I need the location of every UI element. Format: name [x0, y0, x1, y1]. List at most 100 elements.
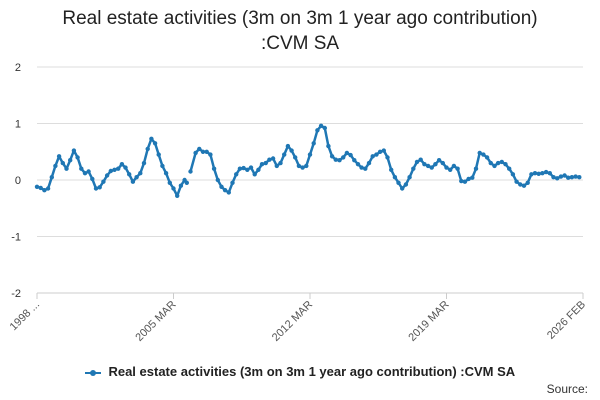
data-point[interactable]: [370, 154, 375, 159]
data-point[interactable]: [315, 128, 320, 133]
data-point[interactable]: [551, 175, 556, 180]
data-point[interactable]: [492, 163, 497, 169]
data-point[interactable]: [518, 182, 523, 187]
data-point[interactable]: [389, 167, 394, 172]
data-point[interactable]: [160, 163, 165, 169]
data-point[interactable]: [108, 168, 114, 174]
data-point[interactable]: [71, 148, 77, 153]
data-point[interactable]: [558, 174, 564, 179]
data-point[interactable]: [514, 179, 519, 184]
data-point[interactable]: [219, 184, 224, 189]
data-point[interactable]: [507, 166, 512, 171]
data-point[interactable]: [215, 177, 220, 183]
data-point[interactable]: [184, 180, 189, 185]
data-point[interactable]: [333, 157, 338, 162]
data-point[interactable]: [252, 172, 257, 177]
data-point[interactable]: [322, 125, 327, 131]
data-point[interactable]: [337, 158, 342, 163]
data-point[interactable]: [385, 155, 390, 160]
data-point[interactable]: [377, 149, 383, 154]
data-point[interactable]: [355, 162, 361, 167]
data-point[interactable]: [562, 173, 567, 178]
data-point[interactable]: [75, 155, 80, 160]
data-point[interactable]: [68, 158, 73, 163]
data-point[interactable]: [267, 157, 272, 162]
data-point[interactable]: [481, 152, 486, 157]
data-point[interactable]: [495, 160, 501, 166]
data-point[interactable]: [178, 183, 184, 188]
data-point[interactable]: [296, 163, 302, 169]
data-point[interactable]: [444, 165, 449, 170]
data-point[interactable]: [366, 160, 372, 166]
data-point[interactable]: [521, 183, 527, 188]
data-point[interactable]: [42, 188, 47, 193]
data-point[interactable]: [241, 165, 246, 171]
data-point[interactable]: [477, 150, 482, 156]
data-point[interactable]: [156, 152, 161, 157]
data-point[interactable]: [104, 173, 110, 178]
data-point[interactable]: [311, 141, 316, 146]
data-point[interactable]: [101, 179, 106, 184]
data-point[interactable]: [344, 150, 350, 156]
data-point[interactable]: [532, 171, 538, 176]
data-point[interactable]: [130, 179, 136, 184]
data-point[interactable]: [540, 171, 545, 176]
data-point[interactable]: [45, 186, 51, 191]
data-point[interactable]: [222, 188, 228, 193]
data-point[interactable]: [555, 176, 560, 181]
data-point[interactable]: [488, 160, 493, 166]
data-point[interactable]: [197, 146, 202, 152]
data-point[interactable]: [93, 186, 99, 191]
data-point[interactable]: [577, 175, 582, 180]
data-point[interactable]: [451, 163, 457, 169]
data-point[interactable]: [392, 175, 398, 180]
data-point[interactable]: [152, 141, 158, 146]
data-point[interactable]: [425, 163, 431, 169]
data-point[interactable]: [529, 172, 534, 177]
data-point[interactable]: [573, 174, 578, 179]
data-point[interactable]: [525, 180, 530, 185]
data-point[interactable]: [211, 166, 217, 171]
data-point[interactable]: [60, 160, 65, 166]
data-point[interactable]: [466, 176, 471, 182]
data-point[interactable]: [248, 165, 254, 170]
data-point[interactable]: [289, 148, 294, 153]
data-point[interactable]: [341, 155, 346, 160]
data-point[interactable]: [138, 171, 143, 176]
data-point[interactable]: [348, 152, 353, 158]
data-point[interactable]: [175, 193, 180, 198]
data-point[interactable]: [455, 166, 460, 171]
data-point[interactable]: [237, 166, 243, 171]
data-point[interactable]: [484, 155, 490, 160]
data-point[interactable]: [97, 185, 102, 190]
data-point[interactable]: [79, 166, 84, 171]
data-point[interactable]: [300, 165, 305, 170]
data-point[interactable]: [208, 152, 213, 157]
data-point[interactable]: [234, 172, 239, 177]
data-point[interactable]: [145, 146, 150, 152]
data-point[interactable]: [536, 171, 541, 176]
data-point[interactable]: [34, 184, 40, 189]
data-point[interactable]: [163, 171, 169, 176]
data-point[interactable]: [403, 182, 409, 187]
data-point[interactable]: [193, 150, 198, 156]
data-point[interactable]: [49, 175, 54, 180]
data-point[interactable]: [318, 123, 324, 128]
data-point[interactable]: [171, 186, 176, 191]
data-point[interactable]: [459, 178, 464, 184]
data-point[interactable]: [53, 163, 58, 169]
data-point[interactable]: [440, 160, 445, 166]
data-point[interactable]: [226, 190, 231, 195]
data-point[interactable]: [566, 175, 571, 180]
data-point[interactable]: [569, 175, 575, 180]
legend[interactable]: Real estate activities (3m on 3m 1 year …: [0, 364, 600, 379]
data-point[interactable]: [38, 185, 43, 191]
data-point[interactable]: [510, 172, 516, 177]
data-point[interactable]: [256, 167, 261, 172]
data-point[interactable]: [141, 160, 147, 166]
data-point[interactable]: [245, 167, 250, 172]
data-point[interactable]: [259, 162, 265, 167]
data-point[interactable]: [116, 166, 121, 171]
data-point[interactable]: [134, 175, 139, 180]
data-point[interactable]: [396, 180, 401, 185]
